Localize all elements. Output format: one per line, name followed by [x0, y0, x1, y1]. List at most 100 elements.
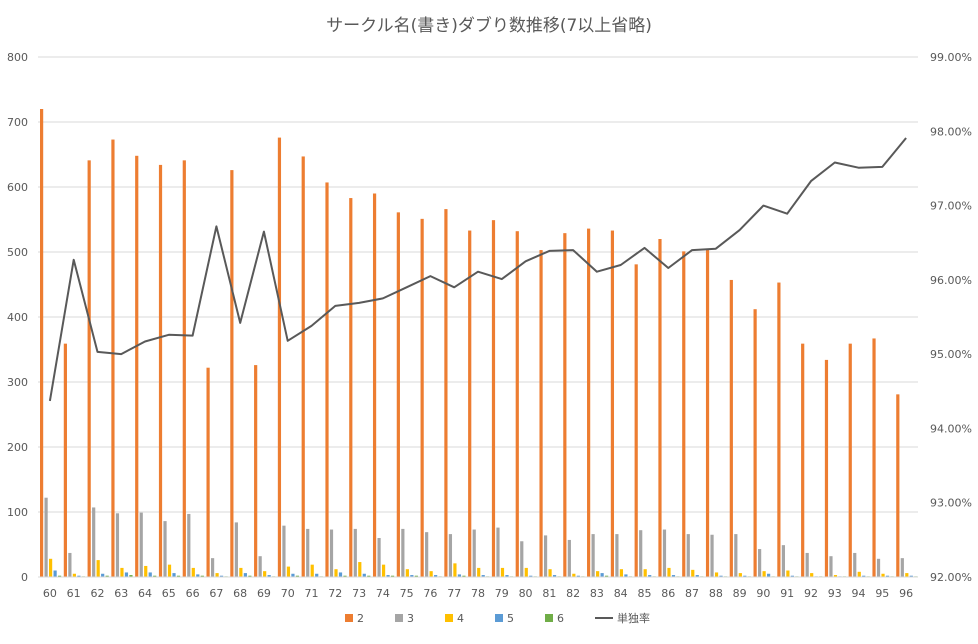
bar-series-5: [101, 573, 105, 577]
bar-series-4: [524, 567, 528, 577]
bar-series-4: [833, 575, 838, 577]
bar-series-3: [306, 528, 310, 577]
bar-series-2: [40, 109, 44, 577]
bar-series-3: [401, 528, 405, 577]
bar-series-3: [68, 552, 72, 577]
bar-series-5: [172, 573, 176, 577]
bar-series-3: [567, 539, 571, 577]
x-axis-tick-label: 72: [328, 587, 342, 600]
left-axis-tick-label: 0: [21, 571, 28, 584]
legend-label: 6: [557, 612, 564, 625]
bar-series-2: [491, 220, 496, 577]
x-axis-tick-label: 66: [186, 587, 200, 600]
x-axis-tick-label: 96: [899, 587, 913, 600]
bar-series-2: [87, 160, 91, 577]
bar-series-4: [667, 567, 671, 577]
bar-series-4: [358, 562, 362, 577]
x-axis-tick-label: 77: [447, 587, 461, 600]
bar-series-2: [539, 250, 543, 578]
bar-series-5: [77, 575, 81, 577]
x-axis-tick-label: 88: [709, 587, 723, 600]
left-axis-tick-label: 100: [7, 506, 28, 519]
bar-series-6: [153, 575, 157, 577]
legend-swatch: [545, 614, 553, 622]
x-axis-tick-label: 76: [423, 587, 437, 600]
x-axis-tick-label: 81: [542, 587, 556, 600]
x-axis-tick-label: 63: [114, 587, 128, 600]
legend-label: 5: [507, 612, 514, 625]
x-axis-tick-label: 78: [471, 587, 485, 600]
left-y-axis: 0 100 200 300 400 500 600 700 800: [7, 51, 28, 584]
bar-series-2: [682, 251, 686, 577]
legend-swatch: [445, 614, 453, 622]
bar-series-4: [643, 569, 647, 577]
bar-series-2: [872, 338, 876, 577]
bar-series-4: [191, 567, 195, 577]
bar-series-3: [448, 534, 453, 577]
left-axis-tick-label: 300: [7, 376, 28, 389]
x-axis-tick-label: 86: [661, 587, 675, 600]
bar-series-3: [187, 513, 191, 577]
bar-series-2: [753, 309, 757, 577]
x-axis-tick-label: 91: [780, 587, 794, 600]
bar-series-4: [215, 573, 219, 577]
legend-swatch: [395, 614, 403, 622]
bar-series-5: [885, 575, 890, 577]
bar-series-2: [515, 231, 519, 577]
bar-series-3: [758, 549, 762, 577]
bar-series-4: [905, 573, 909, 577]
bar-series-2: [468, 230, 472, 578]
bar-series-3: [329, 529, 334, 577]
x-axis-tick-label: 74: [376, 587, 390, 600]
bar-series-4: [263, 571, 267, 577]
bar-series-2: [658, 239, 662, 577]
line-series-group: [48, 137, 907, 402]
legend: 2 3 4 5 6 単独率: [345, 611, 650, 625]
bar-series-2: [230, 170, 234, 577]
left-axis-tick-label: 400: [7, 311, 28, 324]
bar-series-6: [367, 575, 371, 577]
left-axis-tick-label: 800: [7, 51, 28, 64]
bar-series-5: [291, 573, 295, 577]
bar-series-3: [163, 521, 167, 577]
x-axis-tick-label: 68: [233, 587, 247, 600]
bar-series-4: [405, 569, 409, 577]
x-axis-tick-label: 65: [162, 587, 176, 600]
bar-series-4: [167, 564, 172, 577]
bar-series-4: [144, 565, 148, 577]
bar-series-2: [396, 212, 400, 577]
legend-label: 3: [407, 612, 414, 625]
bar-series-4: [49, 558, 53, 577]
bar-series-5: [196, 574, 200, 577]
bar-series-2: [182, 160, 186, 577]
x-axis-tick-label: 70: [281, 587, 295, 600]
x-axis-tick-label: 62: [90, 587, 104, 600]
bar-series-3: [353, 528, 357, 577]
bar-series-2: [277, 137, 282, 577]
gridlines: [38, 56, 918, 578]
bar-series-4: [810, 573, 814, 577]
bar-series-2: [63, 343, 67, 577]
bar-series-5: [552, 575, 557, 577]
bar-series-3: [210, 558, 215, 577]
bar-series-3: [282, 525, 286, 577]
bar-series-5: [695, 575, 699, 577]
right-y-axis: 92.00% 93.00% 94.00% 95.00% 96.00% 97.00% 98.0…: [930, 51, 972, 584]
right-axis-tick-label: 95.00%: [930, 348, 972, 361]
bar-series-5: [219, 575, 224, 577]
x-axis-tick-label: 94: [852, 587, 866, 600]
bar-series-3: [876, 558, 881, 577]
x-axis-tick-label: 61: [67, 587, 81, 600]
bar-series-5: [767, 573, 771, 577]
bar-series-4: [548, 569, 552, 577]
bar-series-3: [615, 534, 619, 577]
bar-series-5: [529, 575, 533, 577]
bar-series-3: [543, 535, 548, 577]
x-axis-tick-label: 80: [519, 587, 533, 600]
bar-series-2: [705, 250, 710, 578]
bar-series-3: [710, 534, 714, 577]
bar-series-6: [58, 575, 62, 577]
bar-series-6: [605, 575, 609, 577]
bar-series-4: [239, 567, 243, 577]
